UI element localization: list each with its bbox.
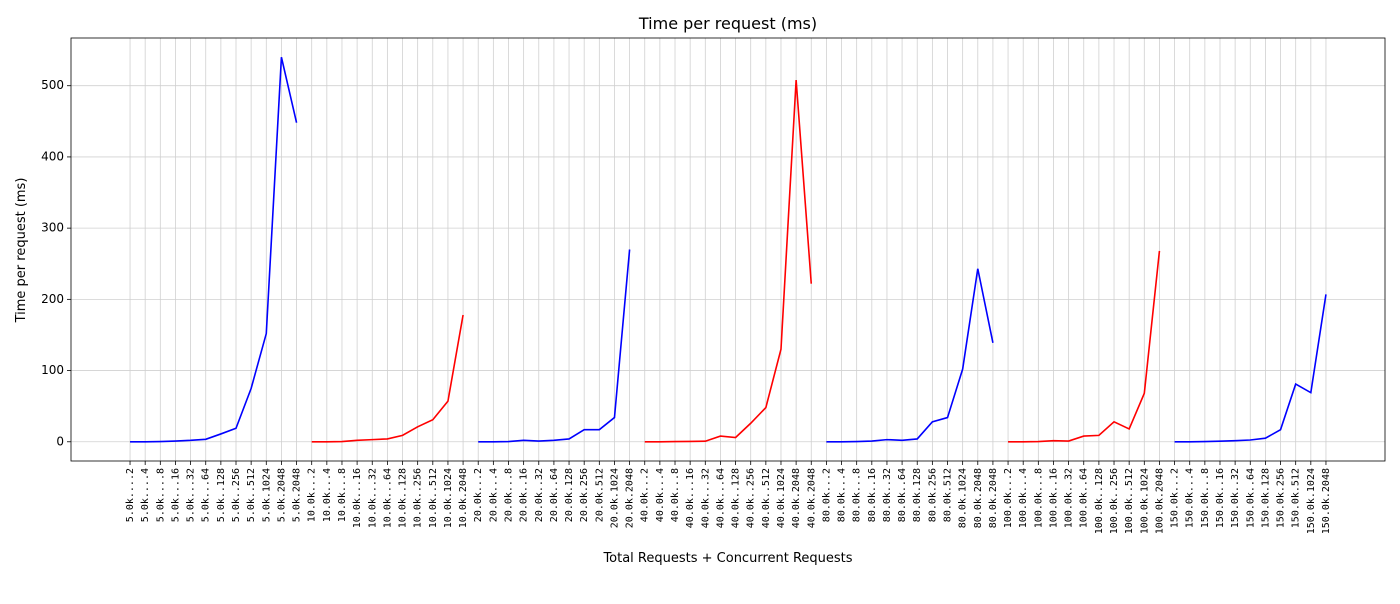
x-tick-label: 80.0k...2 [821,468,832,522]
x-tick-label: 150.0k.128 [1260,468,1271,528]
data-line [311,79,1161,443]
x-tick-label: 5.0k...64 [201,468,212,522]
x-tick-label: 100.0k..256 [1109,468,1120,534]
x-tick-label: 20.0k..32 [534,468,545,522]
x-tick-label: 40.0k..256 [746,468,757,528]
x-tick-label: 20.0k...2 [473,468,484,522]
x-tick-label: 100.0k..512 [1124,468,1135,534]
x-tick-label: 40.0k.2048 [791,468,802,528]
x-tick-label: 40.0k...4 [655,468,666,522]
x-tick-label: 5.0k....8 [155,468,166,522]
x-tick-label: 100.0k...8 [1033,468,1044,528]
x-tick-label: 150.0k.2048 [1321,468,1332,534]
x-axis-label: Total Requests + Concurrent Requests [602,551,852,566]
x-tick-label: 80.0k.128 [912,468,923,522]
x-tick-label: 100.0k..128 [1094,468,1105,534]
x-tick-label: 80.0k...8 [852,468,863,522]
x-tick-label: 5.0k..128 [216,468,227,522]
x-tick-label: 20.0k.256 [579,468,590,522]
x-tick-label: 80.0k.512 [943,468,954,522]
x-tick-label: 5.0k.1024 [261,468,272,522]
x-tick-label: 20.0k...8 [503,468,514,522]
x-tick-label: 10.0k...8 [337,468,348,522]
x-tick-label: 100.0k...2 [1003,468,1014,528]
x-tick-label: 150.0k.256 [1276,468,1287,528]
y-tick-label: 400 [41,149,64,163]
x-tick-label: 40.0k...8 [670,468,681,522]
x-tick-label: 100.0k..32 [1064,468,1075,528]
x-tick-label: 80.0k.2048 [973,468,984,528]
x-tick-label: 10.0k.1024 [443,468,454,528]
x-tick-label: 20.0k.512 [594,468,605,522]
x-tick-label: 100.0k..64 [1079,468,1090,528]
x-tick-label: 150.0k.1024 [1306,468,1317,534]
x-tick-label: 40.0k...32 [700,468,711,528]
x-tick-label: 150.0k...8 [1200,468,1211,528]
x-tick-label: 40.0k.1024 [776,468,787,528]
x-tick-label: 5.0k.2048 [292,468,303,522]
y-tick-label: 200 [41,292,64,306]
x-tick-label: 40.0k...16 [685,468,696,528]
data-line [130,57,1327,443]
x-tick-label: 10.0k...64 [382,468,393,528]
x-tick-label: 150.0k.512 [1291,468,1302,528]
x-tick-label: 10.0k..128 [398,468,409,528]
y-axis-label: Time per request (ms) [14,178,29,324]
x-tick-label: 5.0k.2048 [276,468,287,522]
x-tick-label: 20.0k..64 [549,468,560,522]
x-tick-label: 20.0k.2048 [625,468,636,528]
x-tick-label: 40.0k...64 [715,468,726,528]
x-tick-label: 10.0k.2048 [458,468,469,528]
x-tick-label: 100.0k...4 [1018,468,1029,528]
x-tick-label: 10.0k...16 [352,468,363,528]
x-tick-label: 80.0k..32 [882,468,893,522]
y-tick-label: 300 [41,221,64,235]
x-tick-label: 100.0k.1024 [1139,468,1150,534]
x-tick-label: 10.0k..256 [413,468,424,528]
x-tick-label: 5.0k..512 [246,468,257,522]
x-tick-label: 10.0k...2 [307,468,318,522]
x-tick-label: 5.0k....4 [140,468,151,522]
plot-frame [70,37,1386,462]
x-tick-label: 20.0k..16 [519,468,530,522]
y-tick-label: 0 [56,434,64,448]
x-tick-label: 150.0k..16 [1215,468,1226,528]
x-tick-label: 80.0k.256 [927,468,938,522]
x-tick-label: 80.0k..64 [897,468,908,522]
x-tick-label: 20.0k...4 [488,468,499,522]
x-tick-label: 5.0k..256 [231,468,242,522]
x-tick-label: 40.0k..512 [761,468,772,528]
x-tick-label: 80.0k.1024 [958,468,969,528]
y-tick-label: 100 [41,363,64,377]
chart-title: Time per request (ms) [638,14,817,33]
x-tick-label: 5.0k....2 [125,468,136,522]
x-tick-label: 150.0k..64 [1245,468,1256,528]
x-tick-label: 100.0k..16 [1048,468,1059,528]
x-tick-label: 10.0k..512 [428,468,439,528]
x-tick-label: 5.0k...16 [170,468,181,522]
x-tick-label: 150.0k..32 [1230,468,1241,528]
y-tick-label: 500 [41,78,64,92]
x-tick-label: 150.0k...2 [1170,468,1181,528]
x-tick-label: 80.0k.2048 [988,468,999,528]
x-tick-label: 5.0k...32 [186,468,197,522]
x-tick-label: 10.0k...32 [367,468,378,528]
x-tick-label: 40.0k...2 [640,468,651,522]
x-tick-label: 20.0k.1024 [609,468,620,528]
x-tick-label: 80.0k..16 [867,468,878,522]
x-tick-label: 20.0k.128 [564,468,575,522]
x-tick-label: 40.0k.2048 [806,468,817,528]
x-tick-label: 100.0k.2048 [1154,468,1165,534]
x-tick-label: 80.0k...4 [837,468,848,522]
x-tick-label: 150.0k...4 [1185,468,1196,528]
x-tick-label: 40.0k..128 [731,468,742,528]
x-tick-label: 10.0k...4 [322,468,333,522]
